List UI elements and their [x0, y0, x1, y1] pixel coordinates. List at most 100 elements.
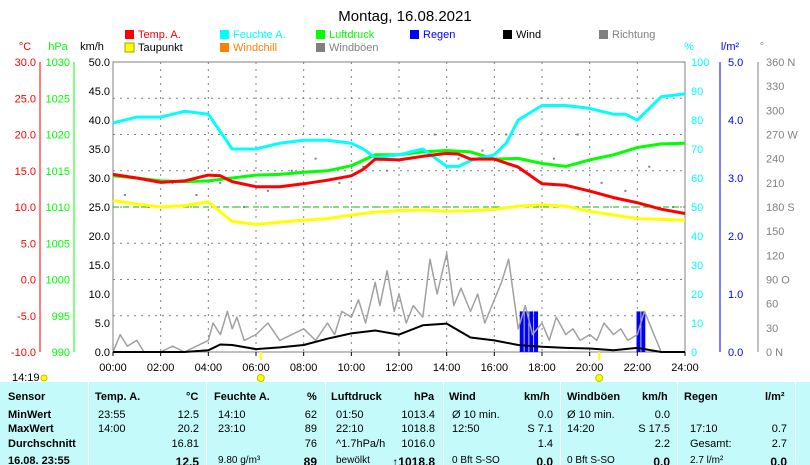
temp-tick: 15.0: [15, 166, 36, 178]
axis-unit-rain: l/m²: [721, 41, 740, 53]
stat-label: MinWert: [8, 409, 52, 421]
stat-press-v: 1016.0: [401, 438, 435, 450]
stat-wind-t: 0 Bft S-SO: [452, 455, 500, 465]
x-tick-label: 06:00: [242, 362, 270, 374]
hdr-press-unit: hPa: [414, 391, 435, 403]
hdr-sensor: Sensor: [8, 391, 46, 403]
x-tick-label: 04:00: [195, 362, 223, 374]
time-marker-dot: [40, 374, 48, 382]
rain-bar: [534, 311, 539, 352]
temp-tick: 0.0: [21, 275, 36, 287]
stat-press-t: ^1.7hPa/h: [336, 438, 386, 450]
x-tick-label: 10:00: [338, 362, 366, 374]
direction-tick: 300: [766, 105, 784, 117]
temp-tick: -10.0: [11, 347, 36, 359]
direction-tick: 240: [766, 154, 784, 166]
wind-tick: 35.0: [89, 144, 110, 156]
direction-point: [123, 193, 126, 196]
wind-tick: 50.0: [89, 57, 110, 69]
direction-tick: 90 O: [766, 275, 790, 287]
pressure-tick: 990: [52, 347, 70, 359]
chart-canvas: Montag, 16.08.2021 Temp. A. Feuchte A. Luf…: [11, 8, 798, 382]
stat-gust-v: S 17.5: [638, 423, 670, 435]
x-tick-label: 22:00: [624, 362, 652, 374]
stat-temp-v: 16.81: [171, 438, 199, 450]
stat-temp-v: 12.5: [177, 409, 199, 421]
stat-label: MaxWert: [8, 423, 54, 435]
direction-point: [433, 133, 436, 136]
x-tick-label: 14:00: [433, 362, 461, 374]
wind-tick: 25.0: [89, 202, 110, 214]
sunrise-marker: [256, 374, 265, 382]
rain-tick: 1.0: [728, 289, 743, 301]
legend-swatch: [410, 30, 419, 39]
legend-label: Taupunkt: [138, 42, 183, 54]
wind-tick: 45.0: [89, 86, 110, 98]
stat-temp-v: 12.5: [175, 455, 199, 465]
direction-tick: 360 N: [766, 57, 795, 69]
humidity-tick: 0: [691, 347, 697, 359]
humidity-tick: 50: [691, 202, 703, 214]
temp-tick: -5.0: [17, 311, 36, 323]
legend-label: Wind: [516, 29, 541, 41]
legend-swatch: [125, 30, 134, 39]
plot-area: [112, 92, 686, 353]
hdr-wind-unit: km/h: [524, 391, 550, 403]
humidity-tick: 30: [691, 260, 703, 272]
stat-rain-t: Gesamt:: [690, 438, 732, 450]
stat-hum-t: 9.80 g/m³: [218, 455, 261, 465]
stat-label: Durchschnitt: [8, 438, 76, 450]
temp-tick: 30.0: [15, 57, 36, 69]
stat-rain-v: 0.7: [771, 423, 787, 435]
x-tick-label: 02:00: [147, 362, 175, 374]
direction-point: [266, 189, 269, 192]
legend-label: Regen: [423, 29, 455, 41]
x-tick-label: 08:00: [290, 362, 318, 374]
legend-swatch: [316, 30, 325, 39]
direction-point: [290, 169, 293, 172]
stat-gust-t: 0 Bft S-SO: [567, 455, 615, 465]
legend: Temp. A. Feuchte A. Luftdruck Regen Wind Rich…: [124, 29, 655, 54]
direction-point: [552, 157, 555, 160]
hdr-press: Luftdruck: [331, 391, 382, 403]
wind-tick: 10.0: [89, 289, 110, 301]
pressure-tick: 1005: [46, 238, 70, 250]
x-tick-label: 00:00: [99, 362, 127, 374]
direction-point: [505, 133, 508, 136]
direction-tick: 150: [766, 226, 784, 238]
stat-temp-t: 23:55: [98, 409, 126, 421]
stat-rain-t: 2.7 l/m²: [690, 455, 724, 465]
legend-swatch: [599, 30, 608, 39]
stat-wind-v: 0.0: [536, 455, 553, 465]
stat-hum-v: 62: [304, 409, 317, 421]
hdr-rain-unit: l/m²: [765, 391, 785, 403]
wind-tick: 15.0: [89, 260, 110, 272]
direction-tick: 120: [766, 250, 784, 262]
x-tick-label: 12:00: [385, 362, 413, 374]
stat-wind-v: 0.0: [537, 409, 553, 421]
wind-tick: 40.0: [89, 115, 110, 127]
wind-tick: 0.0: [95, 347, 110, 359]
direction-point: [219, 181, 222, 184]
hdr-gust-unit: km/h: [642, 391, 668, 403]
temp-tick: 20.0: [15, 130, 36, 142]
wind-tick: 20.0: [89, 231, 110, 243]
rain-bar: [641, 311, 646, 352]
legend-swatch: [220, 30, 229, 39]
stat-press-v: ↑1018.8: [392, 455, 435, 465]
direction-point: [195, 193, 198, 196]
stat-press-t: 01:50: [336, 409, 364, 421]
rain-bar: [519, 311, 524, 352]
rain-tick: 3.0: [728, 173, 743, 185]
rain-bar: [524, 311, 529, 352]
temp-tick: 10.0: [15, 202, 36, 214]
current-time-label: 14:19: [12, 372, 40, 382]
chart-title: Montag, 16.08.2021: [338, 8, 471, 25]
rain-tick: 2.0: [728, 231, 743, 243]
legend-swatch: [220, 43, 229, 52]
direction-point: [457, 157, 460, 160]
stat-gust-t: Ø 10 min.: [567, 409, 615, 421]
direction-tick: 210: [766, 178, 784, 190]
pressure-tick: 995: [52, 311, 70, 323]
